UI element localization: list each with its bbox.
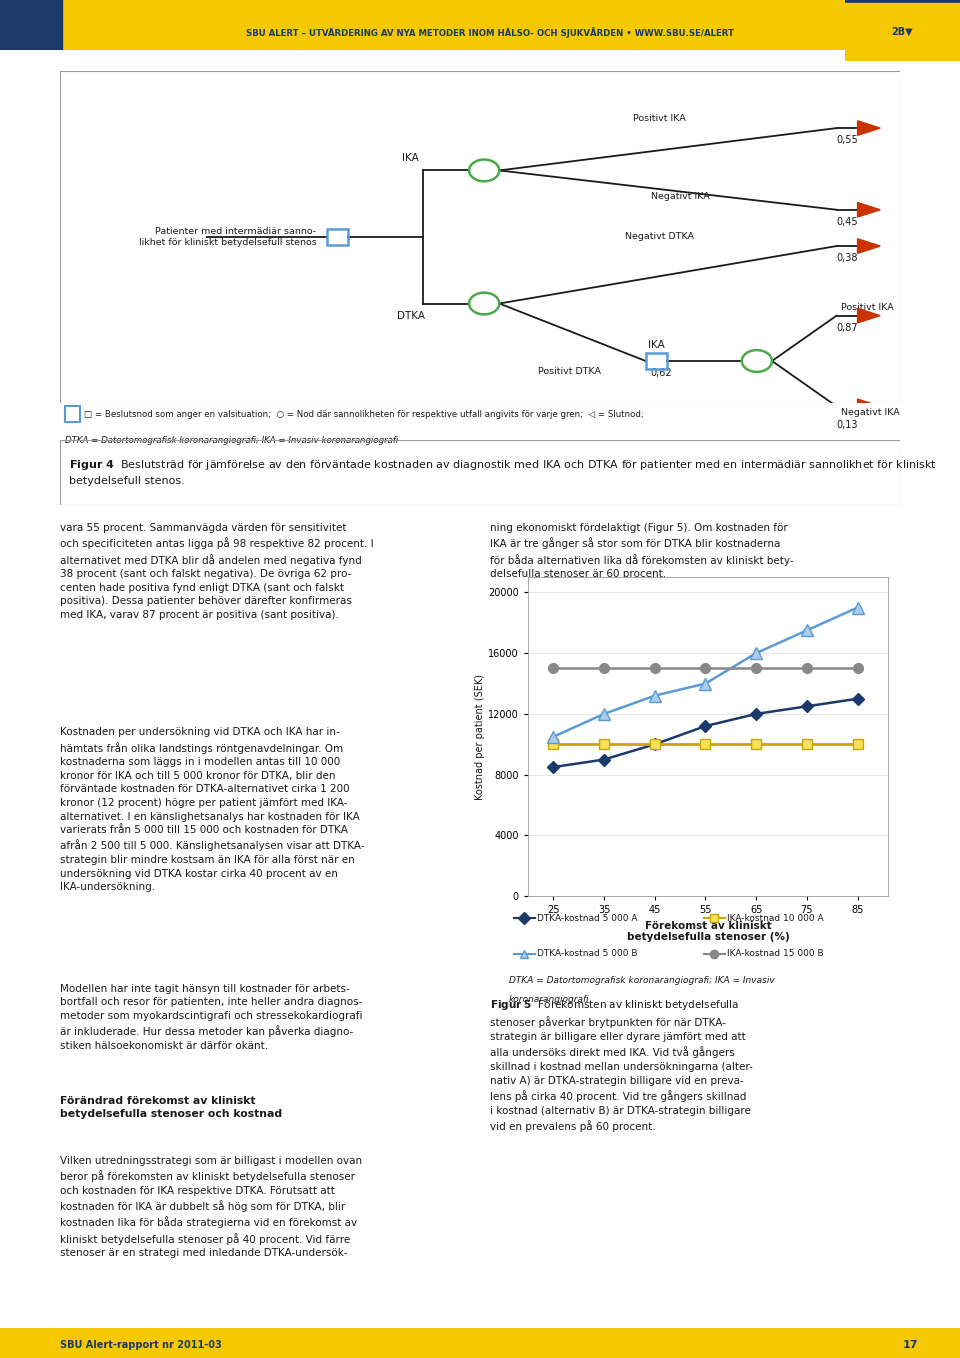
Text: Modellen har inte tagit hänsyn till kostnader för arbets-
bortfall och resor för: Modellen har inte tagit hänsyn till kost… <box>60 983 363 1051</box>
Line: DTKA-kostnad 5 000 B: DTKA-kostnad 5 000 B <box>548 602 863 743</box>
Text: 2B▼: 2B▼ <box>892 27 913 37</box>
DTKA-kostnad 5 000 A <box>751 706 762 722</box>
IKA-kostnad 10 000 A <box>801 736 812 752</box>
Text: Patienter med intermädiär sanno-
likhet för kliniskt betydelsefull stenos: Patienter med intermädiär sanno- likhet … <box>138 227 317 247</box>
DTKA-kostnad 5 000 B <box>649 687 660 703</box>
Text: Positivt DTKA: Positivt DTKA <box>538 367 601 376</box>
IKA-kostnad 10 000 A <box>852 736 863 752</box>
Text: DTKA = Datortomografisk koronarangiografi; IKA = Invasiv koronarangiografi: DTKA = Datortomografisk koronarangiograf… <box>64 436 398 444</box>
DTKA-kostnad 5 000 A <box>598 751 610 767</box>
Text: IKA: IKA <box>648 340 664 350</box>
Text: $\mathbf{Figur\ 4}$  Beslutsträd för jämförelse av den förväntade kostnaden av d: $\mathbf{Figur\ 4}$ Beslutsträd för jämf… <box>69 458 937 486</box>
Text: Vilken utredningsstrategi som är billigast i modellen ovan
beror på förekomsten : Vilken utredningsstrategi som är billiga… <box>60 1156 363 1259</box>
IKA-kostnad 15 000 B <box>751 660 762 676</box>
IKA-kostnad 15 000 B <box>852 660 863 676</box>
Text: Positivt IKA: Positivt IKA <box>841 303 894 312</box>
IKA-kostnad 15 000 B <box>547 660 559 676</box>
Text: SBU Alert-rapport nr 2011-03: SBU Alert-rapport nr 2011-03 <box>60 1339 222 1350</box>
Polygon shape <box>857 121 880 136</box>
Polygon shape <box>857 399 880 414</box>
Text: vara 55 procent. Sammanvägda värden för sensitivitet
och specificiteten antas li: vara 55 procent. Sammanvägda värden för … <box>60 523 374 621</box>
IKA-kostnad 10 000 A <box>700 736 711 752</box>
Text: IKA-kostnad 10 000 A: IKA-kostnad 10 000 A <box>727 914 824 923</box>
Text: 0,38: 0,38 <box>836 254 858 263</box>
DTKA-kostnad 5 000 B <box>801 622 812 638</box>
Text: Förändrad förekomst av kliniskt
betydelsefulla stenoser och kostnad: Förändrad förekomst av kliniskt betydels… <box>60 1096 282 1119</box>
Line: IKA-kostnad 10 000 A: IKA-kostnad 10 000 A <box>548 740 862 750</box>
Bar <box>0 0 62 49</box>
Text: koronarangiografi: koronarangiografi <box>509 995 589 1004</box>
Text: IKA: IKA <box>402 153 420 163</box>
DTKA-kostnad 5 000 A <box>649 736 660 752</box>
Text: Kostnaden per undersökning vid DTKA och IKA har in-
hämtats från olika landsting: Kostnaden per undersökning vid DTKA och … <box>60 727 365 892</box>
IKA-kostnad 15 000 B <box>649 660 660 676</box>
Text: 0,45: 0,45 <box>836 217 858 227</box>
Text: DTKA = Datortomografisk koronarangiografi; IKA = Invasiv: DTKA = Datortomografisk koronarangiograf… <box>509 975 775 985</box>
Text: 0,55: 0,55 <box>836 136 858 145</box>
IKA-kostnad 15 000 B <box>598 660 610 676</box>
IKA-kostnad 10 000 A <box>751 736 762 752</box>
IKA-kostnad 10 000 A <box>547 736 559 752</box>
DTKA-kostnad 5 000 A <box>700 718 711 735</box>
Text: Negativt IKA: Negativt IKA <box>651 191 709 201</box>
Text: □ = Beslutsnod som anger en valsituation;  ○ = Nod där sannolikheten för respekt: □ = Beslutsnod som anger en valsituation… <box>84 410 644 418</box>
Bar <box>845 4 960 61</box>
DTKA-kostnad 5 000 B <box>700 675 711 691</box>
Text: IKA-kostnad 15 000 B: IKA-kostnad 15 000 B <box>727 949 824 959</box>
Text: DTKA-kostnad 5 000 A: DTKA-kostnad 5 000 A <box>538 914 637 923</box>
Text: Negativt DTKA: Negativt DTKA <box>625 232 694 242</box>
Text: 0,62: 0,62 <box>650 368 672 379</box>
Line: DTKA-kostnad 5 000 A: DTKA-kostnad 5 000 A <box>549 694 862 771</box>
IKA-kostnad 10 000 A <box>598 736 610 752</box>
Text: 17: 17 <box>902 1339 918 1350</box>
DTKA-kostnad 5 000 B <box>547 728 559 744</box>
DTKA-kostnad 5 000 A <box>801 698 812 714</box>
Polygon shape <box>857 202 880 217</box>
IKA-kostnad 10 000 A <box>649 736 660 752</box>
Text: DTKA-kostnad 5 000 B: DTKA-kostnad 5 000 B <box>538 949 637 959</box>
Bar <box>845 0 960 4</box>
Text: 0,13: 0,13 <box>836 420 858 429</box>
Bar <box>646 353 666 368</box>
Text: SBU ALERT – UTVÄRDERING AV NYA METODER INOM HÄLSO- OCH SJUKVÅRDEN • WWW.SBU.SE/A: SBU ALERT – UTVÄRDERING AV NYA METODER I… <box>246 27 734 38</box>
DTKA-kostnad 5 000 B <box>598 706 610 722</box>
Text: Positivt IKA: Positivt IKA <box>634 114 686 124</box>
DTKA-kostnad 5 000 B <box>751 645 762 661</box>
DTKA-kostnad 5 000 A <box>852 691 863 708</box>
Y-axis label: Kostnad per patient (SEK): Kostnad per patient (SEK) <box>475 674 486 800</box>
Polygon shape <box>857 239 880 254</box>
Text: Negativt IKA: Negativt IKA <box>841 407 900 417</box>
Text: 0,87: 0,87 <box>836 323 858 333</box>
DTKA-kostnad 5 000 B <box>852 599 863 615</box>
X-axis label: Förekomst av kliniskt
betydelsefulla stenoser (%): Förekomst av kliniskt betydelsefulla ste… <box>627 921 789 942</box>
Text: DTKA: DTKA <box>396 311 424 320</box>
Bar <box>64 406 80 421</box>
IKA-kostnad 15 000 B <box>801 660 812 676</box>
Bar <box>326 230 348 244</box>
Text: $\mathbf{Figur\ 5}$  Förekomsten av kliniskt betydelsefulla
stenoser påverkar br: $\mathbf{Figur\ 5}$ Förekomsten av klini… <box>490 998 753 1133</box>
DTKA-kostnad 5 000 A <box>547 759 559 775</box>
IKA-kostnad 15 000 B <box>700 660 711 676</box>
Line: IKA-kostnad 15 000 B: IKA-kostnad 15 000 B <box>548 664 862 674</box>
Polygon shape <box>857 308 880 323</box>
Text: ning ekonomiskt fördelaktigt (Figur 5). Om kostnaden för
IKA är tre gånger så st: ning ekonomiskt fördelaktigt (Figur 5). … <box>490 523 793 579</box>
